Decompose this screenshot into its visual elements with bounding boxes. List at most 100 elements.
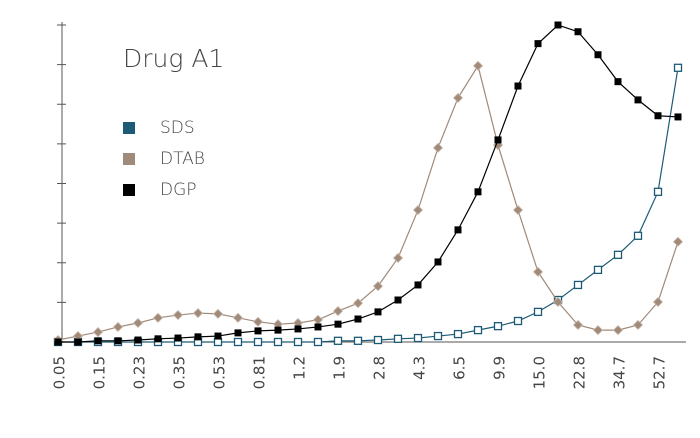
marker bbox=[214, 332, 222, 340]
x-tick-label: 9.9 bbox=[491, 356, 509, 380]
marker bbox=[654, 112, 662, 120]
marker bbox=[552, 296, 564, 308]
marker bbox=[574, 28, 582, 36]
marker bbox=[314, 323, 322, 331]
marker bbox=[134, 336, 142, 344]
marker bbox=[333, 336, 343, 345]
marker bbox=[452, 92, 464, 103]
marker bbox=[152, 312, 164, 323]
x-tick-label: 0.05 bbox=[51, 356, 69, 389]
marker bbox=[673, 63, 683, 72]
marker bbox=[674, 113, 682, 121]
marker bbox=[92, 327, 104, 338]
marker bbox=[294, 325, 302, 333]
x-tick-label: 22.8 bbox=[571, 356, 589, 389]
marker bbox=[634, 96, 642, 104]
marker bbox=[592, 325, 604, 336]
marker bbox=[512, 204, 524, 216]
marker bbox=[473, 325, 483, 335]
marker bbox=[554, 21, 562, 29]
legend-label: SDS bbox=[160, 118, 195, 138]
marker bbox=[614, 78, 622, 86]
marker bbox=[172, 309, 184, 321]
marker bbox=[212, 308, 224, 319]
x-tick-label: 2.8 bbox=[371, 356, 389, 380]
marker bbox=[194, 333, 202, 341]
legend-swatch bbox=[123, 153, 135, 165]
marker bbox=[174, 334, 182, 342]
marker bbox=[393, 334, 403, 343]
marker bbox=[652, 296, 664, 308]
x-tick-label: 0.15 bbox=[91, 356, 109, 389]
marker bbox=[612, 325, 624, 336]
marker bbox=[274, 326, 282, 334]
marker bbox=[293, 337, 303, 347]
marker bbox=[433, 331, 443, 341]
marker bbox=[373, 335, 383, 345]
marker bbox=[514, 82, 522, 90]
x-tick-label: 4.3 bbox=[411, 356, 429, 380]
legend-swatch bbox=[123, 122, 135, 134]
marker bbox=[234, 329, 242, 337]
legend-swatch bbox=[123, 184, 135, 196]
legend-label: DGP bbox=[160, 180, 197, 200]
legend-label: DTAB bbox=[160, 149, 205, 169]
marker bbox=[573, 280, 583, 290]
x-tick-label: 1.9 bbox=[331, 356, 349, 380]
x-tick-label: 6.5 bbox=[451, 356, 469, 380]
marker bbox=[414, 281, 422, 289]
marker bbox=[352, 298, 364, 309]
x-tick-label: 0.53 bbox=[211, 356, 229, 389]
marker bbox=[653, 187, 663, 196]
marker bbox=[313, 337, 323, 347]
marker bbox=[233, 337, 243, 347]
marker bbox=[374, 308, 382, 316]
marker bbox=[354, 315, 362, 323]
x-tick-label: 0.35 bbox=[171, 356, 189, 389]
marker bbox=[332, 306, 344, 317]
marker bbox=[334, 320, 342, 328]
x-tick-label: 1.2 bbox=[291, 356, 309, 380]
series-line bbox=[57, 64, 679, 341]
marker bbox=[593, 265, 603, 275]
marker bbox=[572, 319, 584, 331]
x-tick-label: 52.7 bbox=[651, 356, 669, 389]
marker bbox=[112, 321, 124, 333]
marker bbox=[253, 337, 263, 347]
marker bbox=[594, 51, 602, 59]
x-tick-label: 15.0 bbox=[531, 356, 549, 389]
marker bbox=[114, 337, 122, 345]
chart-title: Drug A1 bbox=[123, 44, 224, 73]
marker bbox=[413, 333, 423, 343]
marker bbox=[312, 314, 324, 325]
marker bbox=[533, 307, 543, 317]
x-tick-label: 0.23 bbox=[131, 356, 149, 389]
marker bbox=[432, 142, 444, 153]
marker bbox=[254, 327, 262, 335]
marker bbox=[532, 266, 544, 277]
x-tick-label: 0.81 bbox=[251, 356, 269, 389]
marker bbox=[453, 329, 463, 339]
marker bbox=[192, 308, 204, 319]
marker bbox=[392, 252, 404, 264]
marker bbox=[154, 335, 162, 343]
marker bbox=[252, 316, 264, 327]
marker bbox=[232, 312, 244, 323]
marker bbox=[494, 136, 502, 144]
marker bbox=[633, 231, 643, 240]
marker bbox=[94, 337, 102, 345]
marker bbox=[474, 188, 482, 196]
marker bbox=[434, 258, 442, 266]
marker bbox=[132, 317, 144, 329]
marker bbox=[353, 336, 363, 345]
marker bbox=[394, 296, 402, 304]
series-line bbox=[58, 67, 679, 343]
marker bbox=[672, 236, 684, 247]
marker bbox=[493, 321, 503, 331]
marker bbox=[372, 281, 384, 292]
marker bbox=[74, 338, 82, 346]
x-tick-label: 34.7 bbox=[611, 356, 629, 389]
marker bbox=[54, 338, 62, 346]
marker bbox=[513, 316, 523, 326]
marker bbox=[534, 40, 542, 48]
